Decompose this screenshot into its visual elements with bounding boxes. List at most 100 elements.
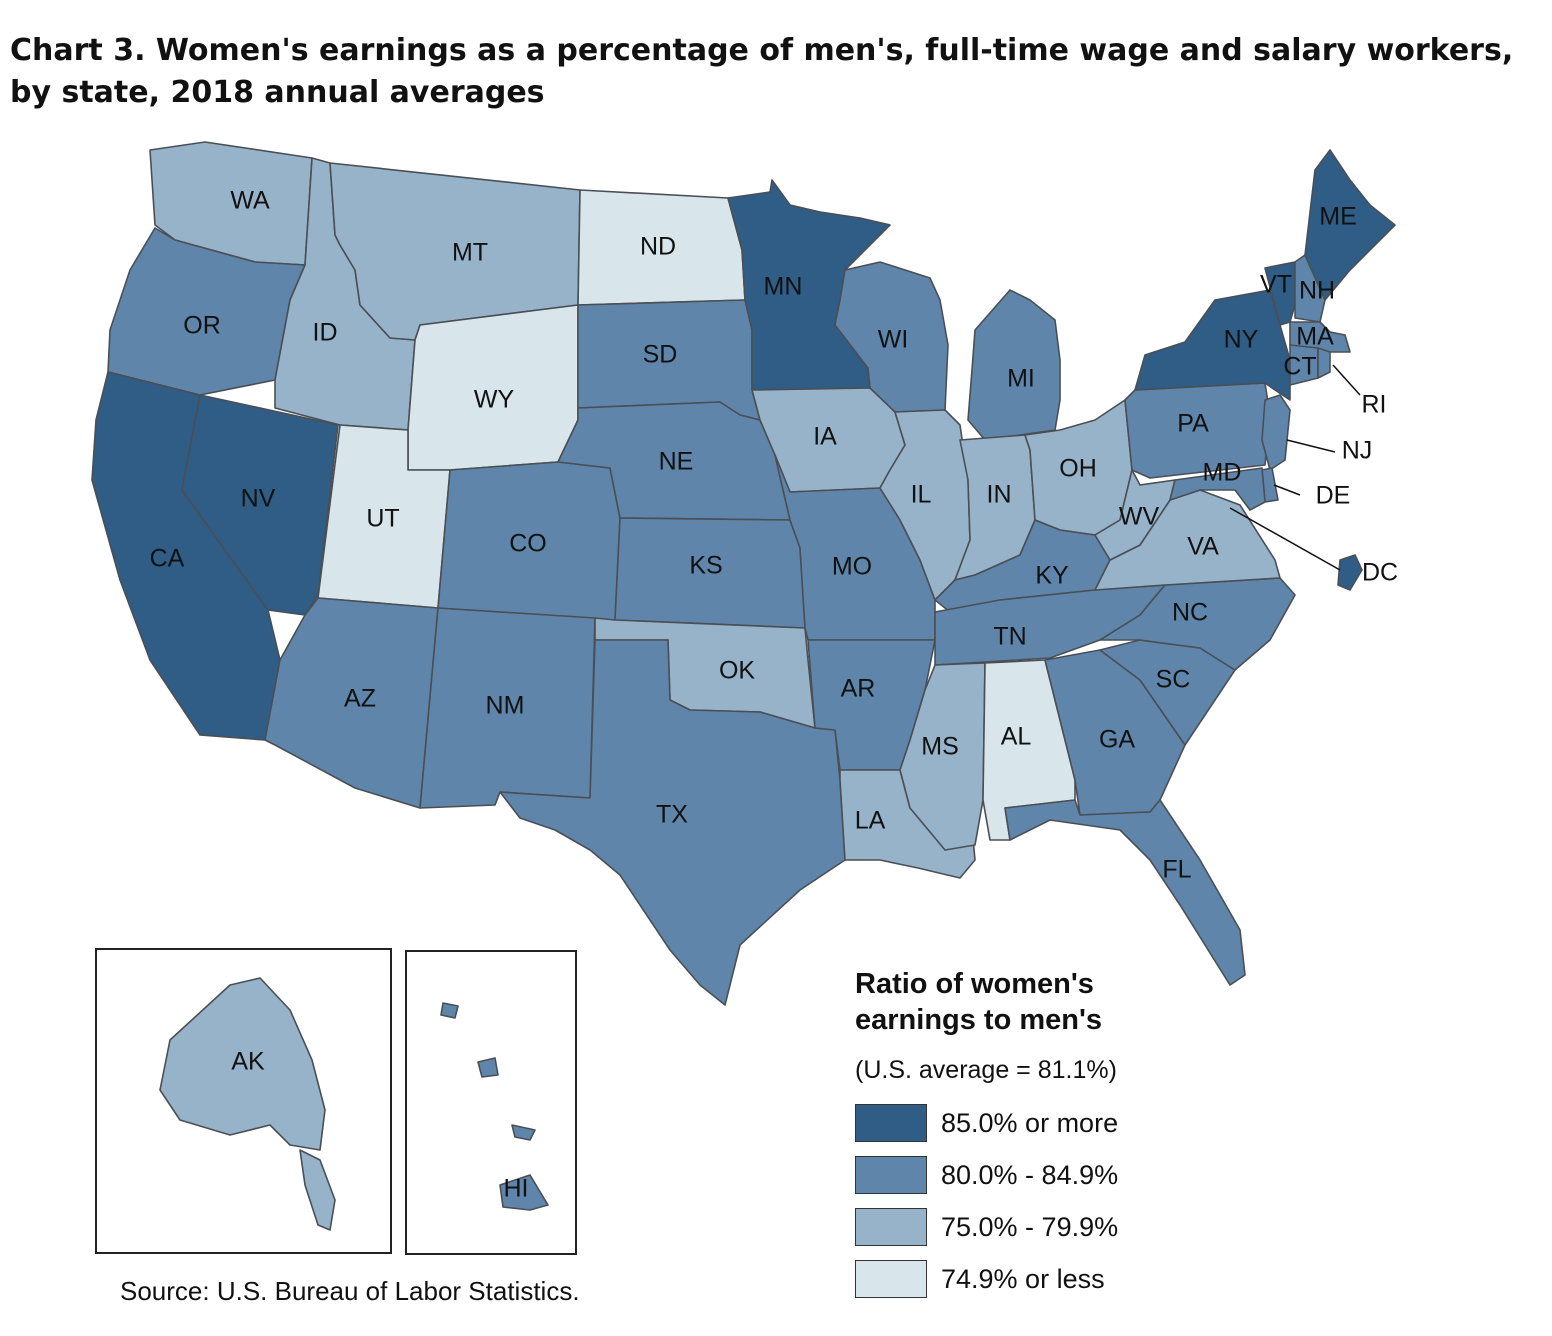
legend-title-line-2: earnings to men's (855, 1004, 1103, 1036)
label-ND: ND (640, 233, 676, 261)
state-ME[interactable] (1304, 149, 1396, 301)
label-NE: NE (659, 448, 694, 476)
state-DC[interactable] (1337, 554, 1363, 591)
chart-title: Chart 3. Women's earnings as a percentag… (10, 30, 1545, 114)
label-NM: NM (486, 692, 525, 720)
legend-swatch (855, 1104, 927, 1142)
label-NY: NY (1224, 326, 1259, 354)
label-NV: NV (241, 485, 276, 513)
label-MT: MT (452, 239, 488, 267)
label-MO: MO (832, 553, 872, 581)
label-FL: FL (1162, 856, 1191, 884)
state-HI[interactable] (440, 1002, 549, 1211)
label-IA: IA (813, 423, 837, 451)
legend-label: 75.0% - 79.9% (941, 1211, 1119, 1242)
legend-label: 85.0% or more (941, 1107, 1119, 1138)
label-TN: TN (993, 623, 1026, 651)
label-VA: VA (1187, 533, 1219, 561)
hawaii-inset-frame (405, 950, 577, 1255)
legend: Ratio of women's earnings to men's (U.S.… (855, 966, 1275, 1305)
state-HI-big-island (499, 1174, 549, 1211)
legend-label: 74.9% or less (941, 1263, 1105, 1294)
label-NJ: NJ (1342, 437, 1373, 465)
state-labels: WA OR CA NV ID MT WY UT AZ CO NM ND SD N… (150, 187, 1398, 1203)
label-SC: SC (1156, 666, 1191, 694)
legend-title: Ratio of women's earnings to men's (855, 966, 1275, 1038)
label-VT: VT (1260, 271, 1292, 299)
label-NH: NH (1299, 277, 1335, 305)
label-MS: MS (921, 733, 959, 761)
legend-title-line-1: Ratio of women's (855, 968, 1094, 1000)
state-MI[interactable] (967, 289, 1061, 441)
label-GA: GA (1099, 726, 1135, 754)
label-AK: AK (231, 1048, 265, 1076)
label-DE: DE (1316, 482, 1351, 510)
label-WV: WV (1119, 503, 1160, 531)
legend-item: 75.0% - 79.9% (855, 1201, 1275, 1253)
callout-line-DE (1273, 484, 1301, 496)
callout-line-NJ (1286, 439, 1336, 453)
label-CA: CA (150, 545, 185, 573)
state-NJ[interactable] (1261, 394, 1291, 471)
label-WA: WA (230, 187, 270, 215)
label-LA: LA (855, 807, 886, 835)
legend-swatch (855, 1156, 927, 1194)
label-OR: OR (183, 312, 221, 340)
legend-item: 74.9% or less (855, 1253, 1275, 1305)
label-IL: IL (911, 481, 932, 509)
callout-line-RI (1332, 364, 1361, 396)
label-RI: RI (1362, 391, 1387, 419)
state-HI-maui (511, 1124, 536, 1141)
label-AR: AR (841, 675, 876, 703)
alaska-inset-frame (95, 948, 392, 1254)
label-MD: MD (1203, 459, 1242, 487)
label-AZ: AZ (344, 685, 376, 713)
chart-title-line-1: Chart 3. Women's earnings as a percentag… (10, 33, 1514, 68)
state-NH[interactable] (1294, 254, 1326, 323)
source-note: Source: U.S. Bureau of Labor Statistics. (120, 1276, 580, 1306)
state-HI-kauai (440, 1002, 459, 1019)
state-VT[interactable] (1264, 261, 1296, 326)
state-MS[interactable] (899, 662, 986, 851)
legend-item: 80.0% - 84.9% (855, 1149, 1275, 1201)
label-PA: PA (1177, 410, 1209, 438)
label-OH: OH (1059, 455, 1097, 483)
label-UT: UT (366, 505, 399, 533)
label-OK: OK (719, 657, 755, 685)
label-IN: IN (987, 481, 1012, 509)
label-WI: WI (878, 326, 909, 354)
state-RI[interactable] (1317, 347, 1331, 379)
state-MD[interactable] (1169, 467, 1266, 511)
label-DC: DC (1362, 559, 1398, 587)
label-MI: MI (1007, 365, 1035, 393)
legend-label: 80.0% - 84.9% (941, 1159, 1119, 1190)
state-AK[interactable] (159, 977, 326, 1151)
label-CO: CO (509, 530, 547, 558)
legend-swatch (855, 1260, 927, 1298)
label-MN: MN (764, 273, 803, 301)
legend-swatch (855, 1208, 927, 1246)
state-NY[interactable] (1134, 289, 1291, 401)
state-TX[interactable] (499, 639, 846, 1006)
label-KS: KS (689, 552, 722, 580)
legend-note: (U.S. average = 81.1%) (855, 1056, 1117, 1084)
label-WY: WY (474, 386, 515, 414)
state-AK-panhandle (299, 1149, 336, 1231)
callout-line-DC (1229, 507, 1341, 571)
state-FL[interactable] (1004, 799, 1246, 986)
state-WI[interactable] (834, 261, 949, 413)
state-NC[interactable] (1099, 577, 1296, 671)
label-TX: TX (656, 801, 688, 829)
label-HI: HI (504, 1175, 529, 1203)
label-CT: CT (1283, 353, 1316, 381)
label-MA: MA (1296, 323, 1334, 351)
chart-title-line-2: by state, 2018 annual averages (10, 75, 545, 110)
label-AL: AL (1001, 723, 1032, 751)
label-ME: ME (1319, 203, 1357, 231)
state-HI-oahu (477, 1057, 499, 1078)
label-KY: KY (1035, 562, 1069, 590)
legend-item: 85.0% or more (855, 1097, 1275, 1149)
label-NC: NC (1172, 599, 1208, 627)
label-ID: ID (313, 319, 338, 347)
